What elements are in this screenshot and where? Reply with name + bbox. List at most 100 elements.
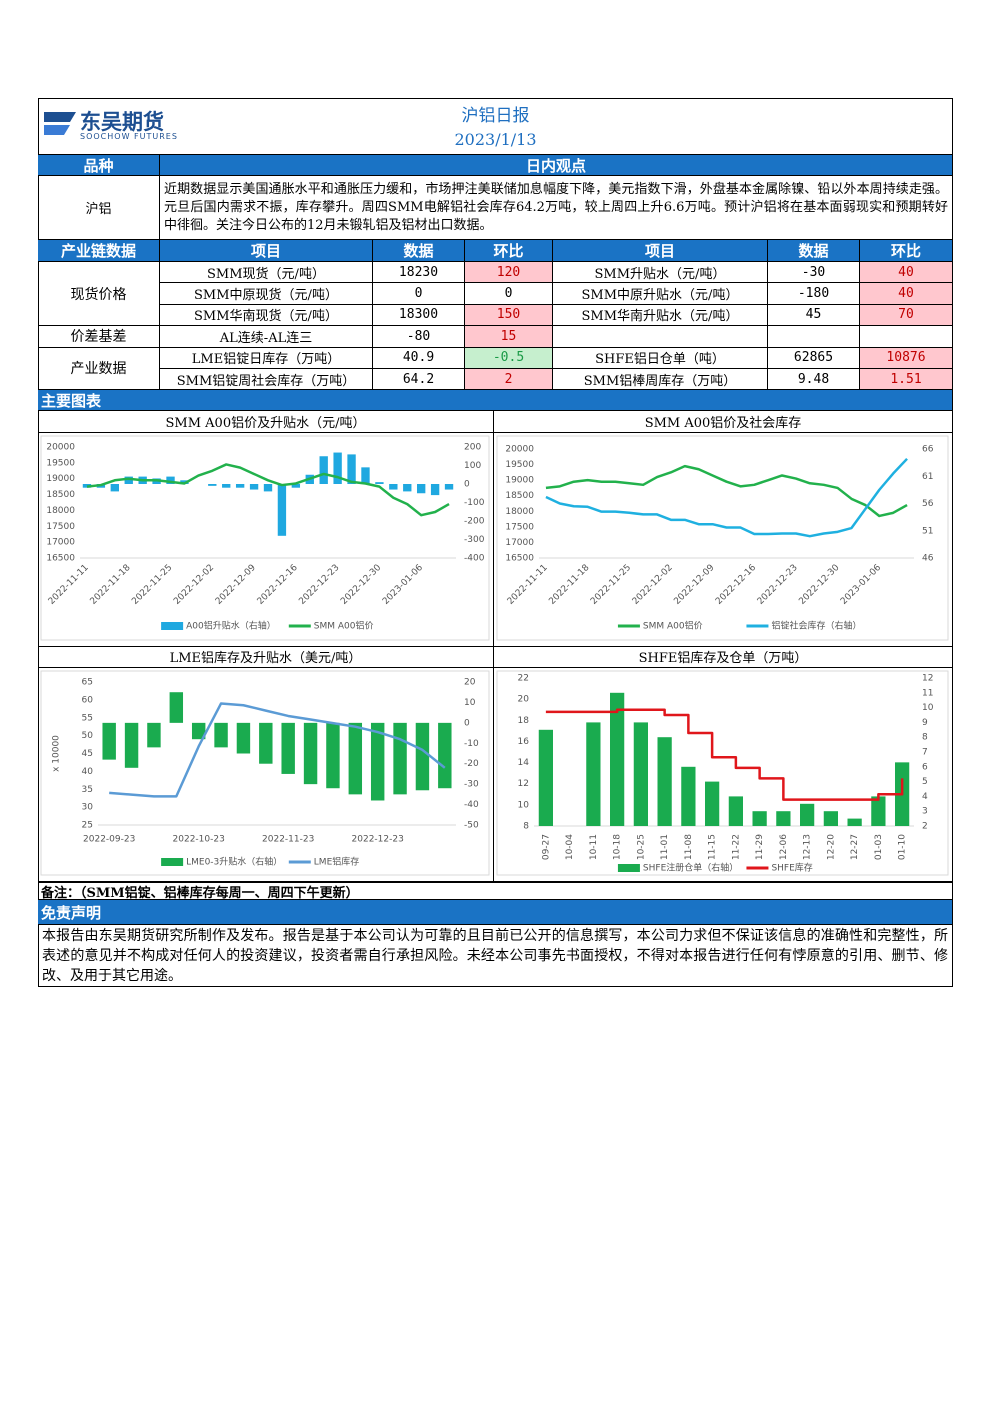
value: 64.2 — [373, 369, 465, 391]
x-tick-label: 11-08 — [684, 834, 694, 860]
item: SMM铝锭周社会库存（万吨） — [160, 369, 373, 391]
x-tick-label: 10-18 — [613, 834, 623, 860]
y-tick-label: 60 — [82, 695, 94, 705]
y2-tick-label: -10 — [464, 739, 479, 749]
legend-label: SHFE库存 — [771, 862, 812, 874]
bar — [319, 456, 328, 484]
bar — [326, 722, 340, 789]
section-bar: 免责声明 — [38, 900, 953, 925]
change: 1.51 — [860, 369, 953, 391]
logo-icon — [44, 112, 76, 135]
bar — [214, 722, 228, 748]
chart-area: 8 10 12 14 16 18 20 22 2 3 4 5 6 7 8 9 10 11 12 09-27 10-04 1… — [494, 668, 953, 882]
legend-label: LME铝库存 — [314, 856, 359, 868]
plot-frame — [40, 670, 490, 876]
y-tick-label: 10 — [518, 800, 530, 810]
x-tick-label: 2022-09-23 — [83, 835, 135, 845]
y2-tick-label: 3 — [922, 807, 928, 817]
x-tick-label: 2022-12-16 — [256, 563, 300, 607]
y2-tick-label: -50 — [464, 821, 479, 831]
bar — [538, 729, 553, 826]
x-tick-label: 11-22 — [731, 834, 741, 860]
value: 0 — [373, 283, 465, 305]
x-tick-label: 2022-12-16 — [714, 563, 758, 607]
y-tick-label: 65 — [82, 678, 93, 688]
bar — [347, 454, 356, 484]
y-tick-label: 45 — [82, 749, 93, 759]
bar — [586, 722, 601, 826]
change: 120 — [465, 262, 553, 284]
table-header: 数据 — [768, 240, 860, 262]
bar — [776, 811, 791, 826]
bar — [847, 818, 862, 826]
y-tick-label: 55 — [82, 713, 93, 723]
bar — [705, 781, 720, 826]
bar — [800, 803, 815, 826]
x-tick-label: 12-13 — [803, 834, 813, 860]
bar — [752, 811, 767, 826]
y2-tick-label: 5 — [922, 777, 928, 787]
y2-tick-label: 11 — [922, 688, 933, 698]
legend-label: SHFE注册仓单（右轴） — [643, 862, 738, 874]
chart: 16500 17000 17500 18000 18500 19000 19500 20000… — [40, 435, 490, 641]
y-tick-label: 18000 — [505, 507, 534, 517]
x-tick-label: 2022-12-02 — [172, 563, 216, 607]
y-tick-label: 16500 — [46, 554, 75, 564]
header-bar: 日内观点 — [160, 155, 953, 176]
x-tick-label: 2022-12-23 — [297, 563, 341, 607]
bar — [208, 484, 217, 486]
y2-tick-label: 61 — [922, 472, 933, 482]
bar — [169, 692, 184, 723]
chart-title: SHFE铝库存及仓单（万吨） — [494, 646, 953, 668]
table-header: 环比 — [465, 240, 553, 262]
line — [545, 464, 908, 518]
chart-title: SMM A00铝价及升贴水（元/吨） — [38, 411, 494, 433]
empty-cell — [860, 326, 953, 348]
bar — [191, 722, 206, 740]
y-tick-label: 18 — [518, 716, 530, 726]
y2-tick-label: 0 — [464, 718, 470, 728]
y-unit-label: x 10000 — [52, 735, 62, 772]
bar — [277, 484, 287, 536]
x-tick-label: 2022-12-09 — [672, 563, 716, 607]
bar — [728, 796, 743, 826]
x-tick-label: 01-03 — [874, 834, 884, 860]
y2-tick-label: 20 — [464, 678, 476, 688]
x-tick-label: 2022-12-30 — [797, 563, 841, 607]
y-tick-label: 20000 — [46, 443, 75, 453]
group-label: 产业数据 — [38, 347, 160, 391]
chart-area: 25 30 35 40 45 50 55 60 65 -50 -40 -30 -20 -10 0 10 20 x … — [38, 668, 494, 882]
bar — [361, 467, 370, 484]
bar — [823, 811, 838, 826]
chart: 16500 17000 17500 18000 18500 19000 19500 20000… — [496, 435, 949, 641]
y-tick-label: 19500 — [505, 460, 534, 470]
item: AL连续-AL连三 — [160, 326, 373, 348]
x-tick-label: 12-20 — [826, 834, 836, 860]
chart-title: LME铝库存及升贴水（美元/吨） — [38, 646, 494, 668]
bar — [263, 484, 273, 492]
y-tick-label: 12 — [518, 779, 529, 789]
bar — [303, 722, 318, 785]
bar — [281, 722, 295, 774]
bar — [124, 476, 133, 484]
variety: 沪铝 — [38, 176, 160, 240]
y2-tick-label: -200 — [464, 517, 485, 527]
item: SMM中原升贴水（元/吨） — [553, 283, 768, 305]
x-tick-label: 11-15 — [708, 834, 718, 860]
y2-tick-label: 2 — [922, 822, 928, 832]
change: 10876 — [860, 347, 953, 369]
item: SMM铝棒周库存（万吨） — [553, 369, 768, 391]
bar — [348, 722, 363, 795]
empty-cell — [553, 326, 768, 348]
legend-label: A00铝升贴水（右轴） — [186, 620, 276, 632]
x-tick-label: 2022-11-23 — [262, 835, 314, 845]
y-tick-label: 50 — [82, 731, 94, 741]
x-tick-label: 2022-12-09 — [214, 563, 258, 607]
x-tick-label: 2022-12-23 — [756, 563, 800, 607]
y2-tick-label: -300 — [464, 535, 485, 545]
y-tick-label: 17500 — [505, 522, 534, 532]
table-header: 产业链数据 — [38, 240, 160, 262]
item: SMM华南升贴水（元/吨） — [553, 304, 768, 327]
y2-tick-label: 200 — [464, 443, 481, 453]
